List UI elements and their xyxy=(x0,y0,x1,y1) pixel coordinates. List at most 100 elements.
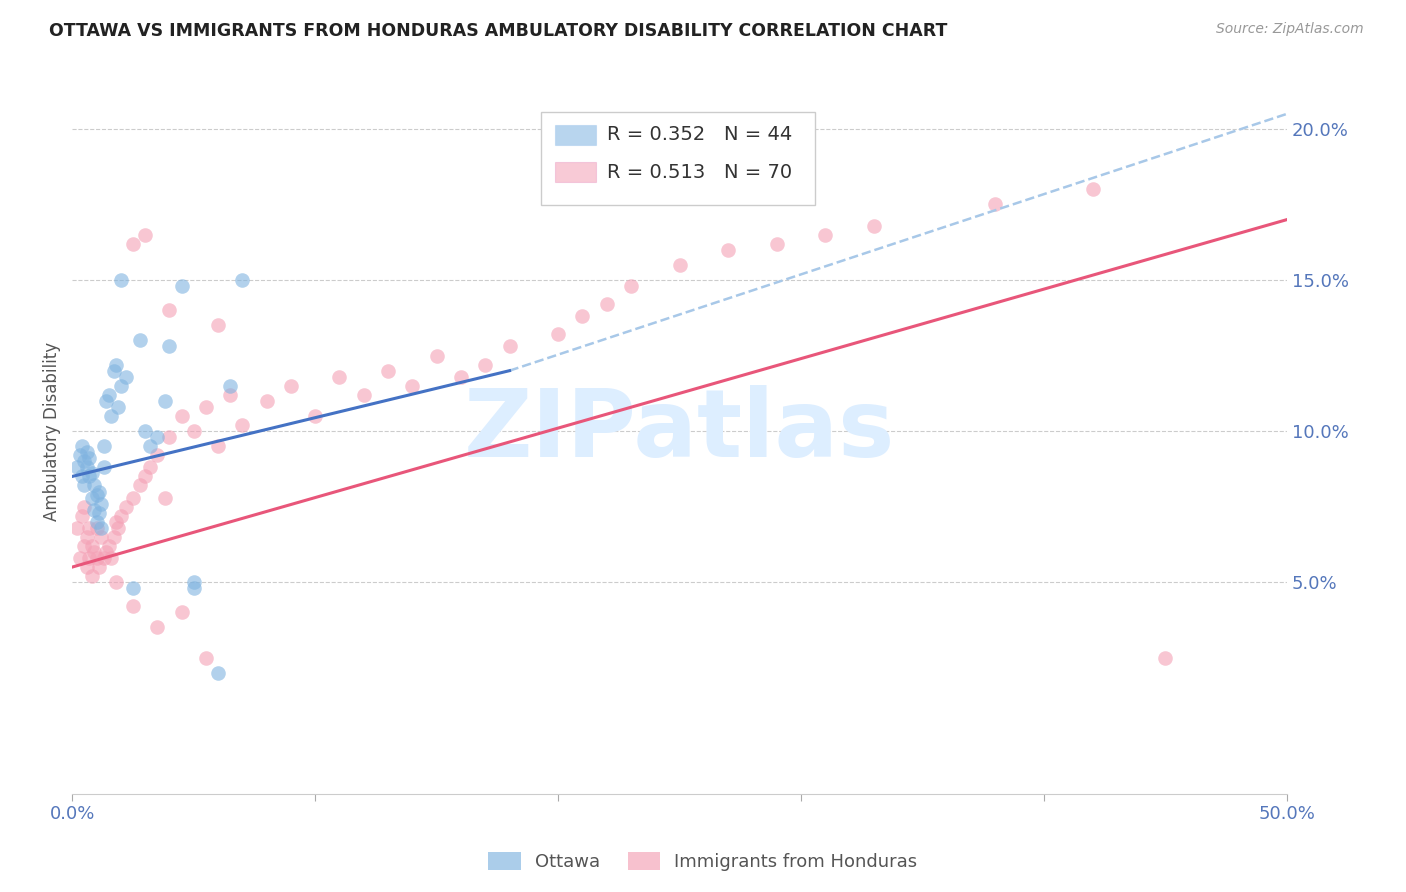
Legend: Ottawa, Immigrants from Honduras: Ottawa, Immigrants from Honduras xyxy=(481,846,925,879)
Point xyxy=(547,327,569,342)
Point xyxy=(96,545,118,559)
Point xyxy=(474,358,496,372)
Point xyxy=(83,545,105,559)
Point xyxy=(571,310,593,324)
Text: ZIPatlas: ZIPatlas xyxy=(464,385,896,477)
Point xyxy=(66,521,89,535)
Point xyxy=(80,569,103,583)
Point xyxy=(157,303,180,318)
Point xyxy=(114,500,136,514)
Point xyxy=(96,393,118,408)
Point xyxy=(76,460,98,475)
Point xyxy=(157,430,180,444)
Point xyxy=(73,478,96,492)
Point xyxy=(134,424,156,438)
Point xyxy=(73,500,96,514)
Point xyxy=(104,515,127,529)
Point xyxy=(219,378,242,392)
Point xyxy=(100,551,122,566)
Point xyxy=(765,236,787,251)
Point xyxy=(87,560,110,574)
Point xyxy=(86,487,108,501)
Point xyxy=(183,424,205,438)
Point xyxy=(194,650,217,665)
Point xyxy=(87,506,110,520)
Point xyxy=(76,530,98,544)
Point xyxy=(93,551,115,566)
Point xyxy=(139,460,162,475)
Point xyxy=(153,491,176,505)
Point xyxy=(134,227,156,242)
Point xyxy=(83,478,105,492)
Point xyxy=(328,369,350,384)
Point xyxy=(93,460,115,475)
Point xyxy=(77,521,100,535)
Point xyxy=(146,430,169,444)
Point xyxy=(122,599,145,614)
Point xyxy=(83,502,105,516)
Text: OTTAWA VS IMMIGRANTS FROM HONDURAS AMBULATORY DISABILITY CORRELATION CHART: OTTAWA VS IMMIGRANTS FROM HONDURAS AMBUL… xyxy=(49,22,948,40)
Point xyxy=(170,409,193,423)
Point xyxy=(129,478,152,492)
Text: R = 0.352   N = 44: R = 0.352 N = 44 xyxy=(607,125,792,145)
Point xyxy=(207,439,229,453)
Point xyxy=(110,508,132,523)
Point xyxy=(90,521,112,535)
Point xyxy=(668,258,690,272)
Point xyxy=(231,273,253,287)
Point xyxy=(304,409,326,423)
Point xyxy=(183,581,205,595)
Point xyxy=(103,530,125,544)
Point xyxy=(90,530,112,544)
Point xyxy=(77,551,100,566)
Point xyxy=(90,497,112,511)
Point xyxy=(77,469,100,483)
Point xyxy=(86,521,108,535)
Point xyxy=(280,378,302,392)
Point xyxy=(77,451,100,466)
Point xyxy=(426,349,449,363)
Point xyxy=(153,393,176,408)
Point xyxy=(814,227,837,242)
Point xyxy=(219,388,242,402)
Point xyxy=(620,279,643,293)
Point xyxy=(139,439,162,453)
Point xyxy=(97,388,120,402)
Point xyxy=(401,378,423,392)
Point xyxy=(103,364,125,378)
Point xyxy=(86,515,108,529)
Point xyxy=(122,581,145,595)
Point xyxy=(122,236,145,251)
Point xyxy=(170,279,193,293)
Point xyxy=(194,400,217,414)
Point xyxy=(170,606,193,620)
Point xyxy=(110,378,132,392)
Point xyxy=(70,439,93,453)
Point xyxy=(256,393,278,408)
Point xyxy=(73,454,96,468)
Point xyxy=(207,318,229,333)
Point xyxy=(104,358,127,372)
Point xyxy=(717,243,740,257)
Point xyxy=(73,539,96,553)
Point xyxy=(1154,650,1177,665)
Point xyxy=(76,560,98,574)
Point xyxy=(353,388,375,402)
Point xyxy=(100,409,122,423)
Point xyxy=(104,575,127,590)
Point xyxy=(863,219,886,233)
Point xyxy=(377,364,399,378)
Point xyxy=(86,551,108,566)
Point xyxy=(1081,182,1104,196)
Point xyxy=(80,539,103,553)
Point xyxy=(596,297,619,311)
Point xyxy=(183,575,205,590)
Point xyxy=(122,491,145,505)
Point xyxy=(76,445,98,459)
Point xyxy=(129,334,152,348)
Point xyxy=(231,418,253,433)
Text: R = 0.513   N = 70: R = 0.513 N = 70 xyxy=(607,162,792,182)
Point xyxy=(87,484,110,499)
Point xyxy=(69,448,91,462)
Point xyxy=(93,439,115,453)
